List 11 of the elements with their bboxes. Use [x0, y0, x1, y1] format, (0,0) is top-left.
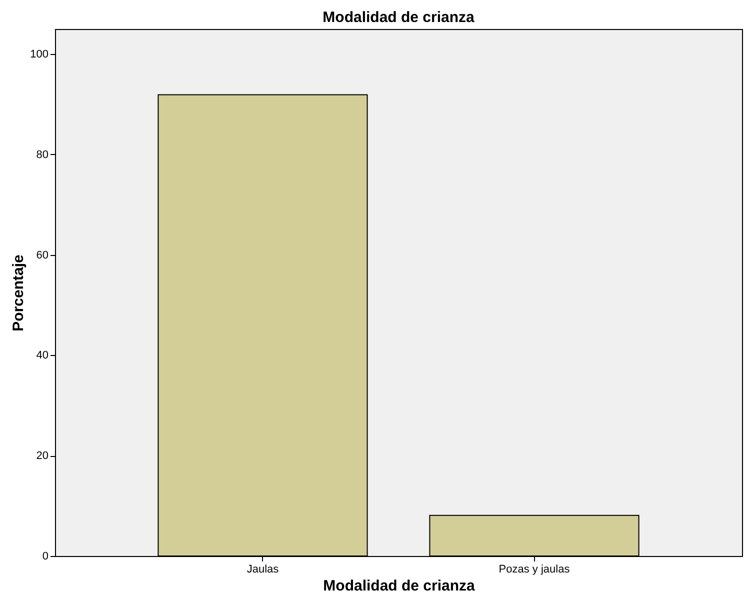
x-axis-title: Modalidad de crianza	[323, 578, 476, 594]
y-tick-label: 0	[42, 550, 48, 562]
y-tick-label: 40	[36, 350, 48, 362]
y-tick-label: 20	[36, 450, 48, 462]
y-tick-label: 80	[36, 148, 48, 161]
y-tick-label: 60	[36, 249, 48, 262]
y-tick-label: 100	[30, 48, 48, 61]
chart-title: Modalidad de crianza	[322, 9, 476, 26]
x-tick-label: Jaulas	[246, 564, 280, 576]
y-axis-title: Porcentaje	[10, 254, 28, 332]
x-tick-label: Pozas y jaulas	[498, 564, 570, 576]
